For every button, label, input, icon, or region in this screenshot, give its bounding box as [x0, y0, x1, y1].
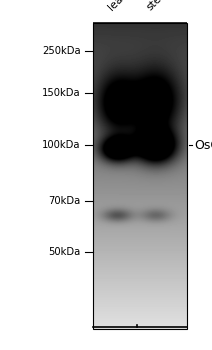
Bar	[93, 23, 187, 329]
Text: 100kDa: 100kDa	[42, 140, 81, 150]
Text: 70kDa: 70kDa	[48, 196, 81, 206]
Text: leaves: leaves	[106, 0, 138, 12]
Text: 150kDa: 150kDa	[42, 88, 81, 98]
Text: stems: stems	[145, 0, 175, 12]
Text: OsGI: OsGI	[194, 139, 212, 152]
Text: 50kDa: 50kDa	[48, 247, 81, 257]
Text: 250kDa: 250kDa	[42, 46, 81, 56]
